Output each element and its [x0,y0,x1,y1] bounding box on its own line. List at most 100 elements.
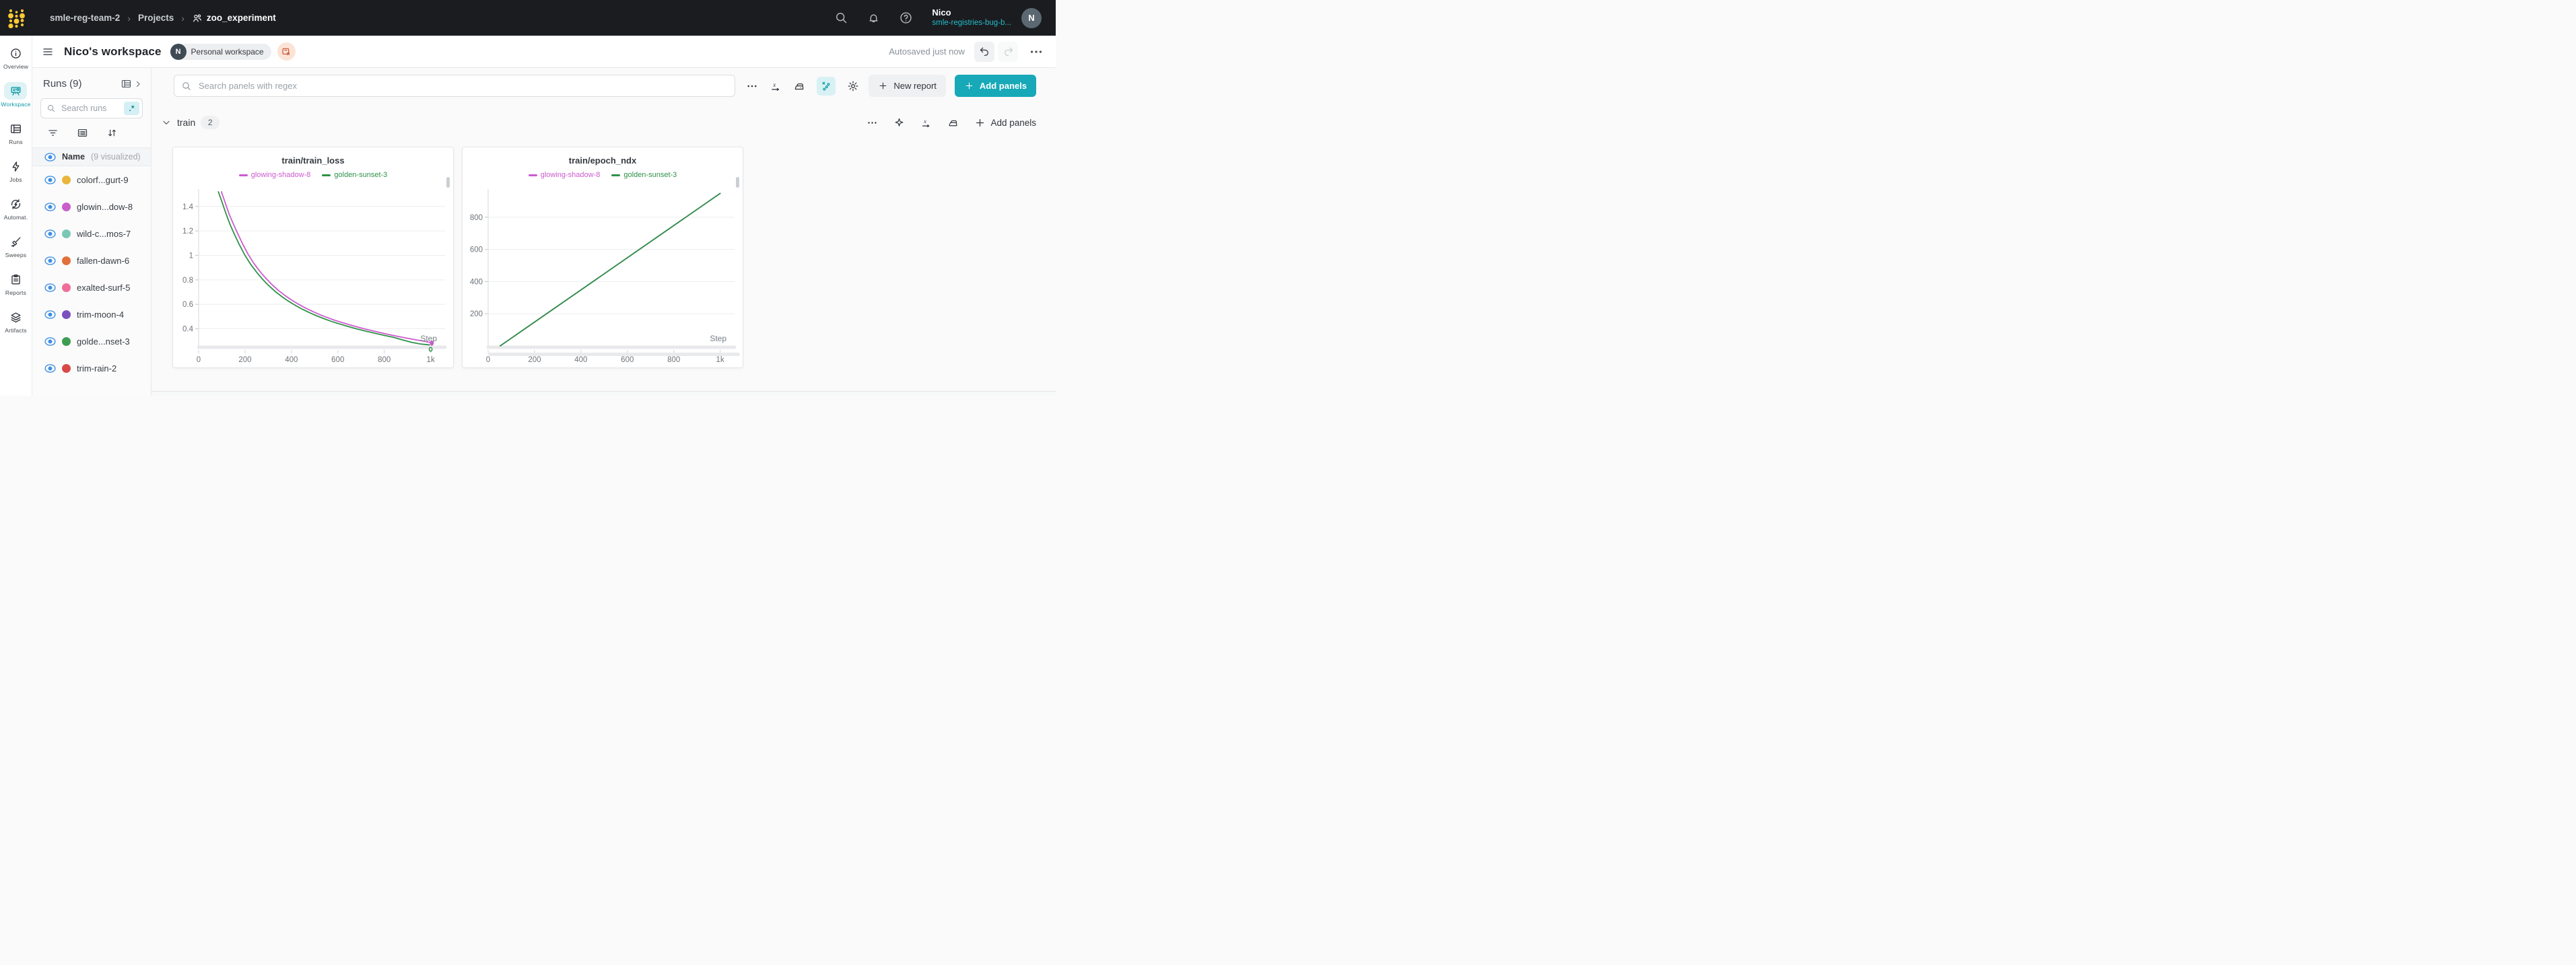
visibility-eye-icon[interactable] [44,229,56,238]
visibility-eye-icon[interactable] [44,363,56,373]
rail-item-label: Reports [5,289,27,296]
sidebar-item-automat[interactable]: Automat. [4,195,28,221]
workspace-main: x New report [151,68,1056,396]
new-report-button[interactable]: New report [869,75,946,97]
breadcrumb-projects[interactable]: Projects [137,13,174,23]
sidebar-item-overview[interactable]: Overview [3,44,28,70]
run-name-label: fallen-dawn-6 [77,255,130,266]
workspace-kebab-menu[interactable] [1029,44,1044,59]
sparkle-icon[interactable] [893,117,905,129]
section-add-panels-button[interactable]: Add panels [974,117,1036,129]
chart-panel-train-train-loss[interactable]: train/train_loss glowing-shadow-8 golden-s… [172,147,454,368]
sidebar-item-reports[interactable]: Reports [5,271,28,296]
gear-settings-icon[interactable] [847,80,859,92]
visibility-eye-icon[interactable] [44,283,56,292]
chevron-down-icon[interactable] [161,117,172,128]
x-axis-label: Step [710,334,726,343]
filter-icon[interactable] [47,127,59,139]
group-list-icon[interactable] [77,127,88,139]
run-row[interactable]: fallen-dawn-6 [32,247,151,274]
legend-item[interactable]: glowing-shadow-8 [528,171,600,179]
panel-scrollbar-thumb[interactable] [446,177,450,188]
help-icon[interactable] [899,11,913,25]
runs-search-input[interactable] [60,103,120,114]
chart-plot-svg: 800 600 400 200 0 200 400 600 800 1k Step [470,189,740,364]
panel-search-input[interactable] [197,80,728,92]
chart-panel-train-epoch-ndx[interactable]: train/epoch_ndx glowing-shadow-8 golden-su… [462,147,743,368]
wandb-logo[interactable] [7,6,26,30]
search-icon[interactable] [834,11,848,25]
smoothing-iron-icon[interactable] [947,117,959,129]
undo-button[interactable] [974,41,994,62]
panels-toolbar: x New report [174,75,1036,97]
workspace-header: Nico's workspace N Personal workspace Au… [32,36,1056,68]
runs-name-column-header[interactable]: Name (9 visualized) [32,147,151,166]
breadcrumb-project[interactable]: zoo_experiment [192,13,276,24]
svg-text:400: 400 [574,356,587,364]
x-axis-settings-icon[interactable]: x [920,117,932,129]
svg-text:800: 800 [470,214,483,222]
legend-item[interactable]: golden-sunset-3 [611,171,677,179]
visibility-eye-icon[interactable] [44,256,56,265]
svg-text:1k: 1k [716,356,724,364]
kebab-menu-icon[interactable] [867,117,878,129]
section-name[interactable]: train [177,117,196,128]
run-row[interactable]: trim-moon-4 [32,301,151,328]
visualized-count-label: (9 visualized) [91,152,141,162]
sidebar-item-artifacts[interactable]: Artifacts [5,308,28,334]
user-menu[interactable]: Nico smle-registries-bug-b... [932,7,1011,28]
regex-toggle-button[interactable]: .* [124,102,139,115]
run-name-label: glowin...dow-8 [77,201,133,212]
search-icon [182,81,191,90]
svg-text:800: 800 [667,356,680,364]
bell-icon[interactable] [867,11,881,25]
expand-runs-chevron-icon[interactable] [133,79,143,89]
run-row[interactable]: golde...nset-3 [32,328,151,355]
sort-icon[interactable] [106,127,118,139]
hamburger-menu-icon[interactable] [42,46,54,58]
visibility-eye-icon[interactable] [44,336,56,346]
runs-table-toggle-icon[interactable] [121,78,132,90]
visibility-eye-icon[interactable] [44,152,56,162]
personal-workspace-pill[interactable]: N Personal workspace [170,43,271,60]
breadcrumb-team[interactable]: smle-reg-team-2 [50,13,121,23]
run-row[interactable]: trim-rain-2 [32,355,151,382]
redo-icon [1004,47,1013,56]
run-row[interactable]: colorf...gurt-9 [32,166,151,193]
topnav-right: Nico smle-registries-bug-b... N [816,7,1042,28]
user-org-link[interactable]: smle-registries-bug-b... [932,19,1011,28]
add-panels-label: Add panels [979,81,1027,91]
series-line-golden-sunset-3 [500,192,721,347]
visibility-eye-icon[interactable] [44,175,56,184]
sidebar-item-runs[interactable]: Runs [5,120,28,145]
run-name-label: golde...nset-3 [77,336,130,347]
section-toolbar: x Add panels [867,117,1036,129]
section-divider [151,391,1056,392]
legend-item[interactable]: glowing-shadow-8 [238,171,310,179]
svg-text:600: 600 [470,246,483,254]
sidebar-item-jobs[interactable]: Jobs [5,157,28,183]
visibility-eye-icon[interactable] [44,310,56,319]
visibility-eye-icon[interactable] [44,202,56,211]
add-panels-button[interactable]: Add panels [954,75,1036,97]
legend-item[interactable]: golden-sunset-3 [322,171,387,179]
run-color-dot [62,310,71,319]
smoothing-iron-icon[interactable] [793,80,805,92]
legend-dash [238,174,248,176]
run-row[interactable]: glowin...dow-8 [32,193,151,220]
run-row[interactable]: wild-c...mos-7 [32,220,151,247]
avatar[interactable]: N [1021,7,1042,28]
panel-scrollbar-thumb[interactable] [736,177,739,188]
autosave-status: Autosaved just now [889,46,965,57]
sidebar-item-workspace[interactable]: Workspace [1,82,30,108]
kebab-menu-icon[interactable] [746,80,758,92]
outliers-scatter-toggle[interactable] [817,76,836,96]
svg-text:200: 200 [528,356,541,364]
run-row[interactable]: exalted-surf-5 [32,274,151,301]
redo-button[interactable] [998,41,1018,62]
sidebar-item-sweeps[interactable]: Sweeps [5,233,28,258]
breadcrumb: smle-reg-team-2 › Projects › zoo_experim… [50,13,276,24]
x-axis-settings-icon[interactable]: x [770,80,782,92]
left-nav-rail: Overview Workspace Runs Jobs Automat. Sweeps R… [0,36,32,396]
clear-workspace-button[interactable] [277,42,296,61]
